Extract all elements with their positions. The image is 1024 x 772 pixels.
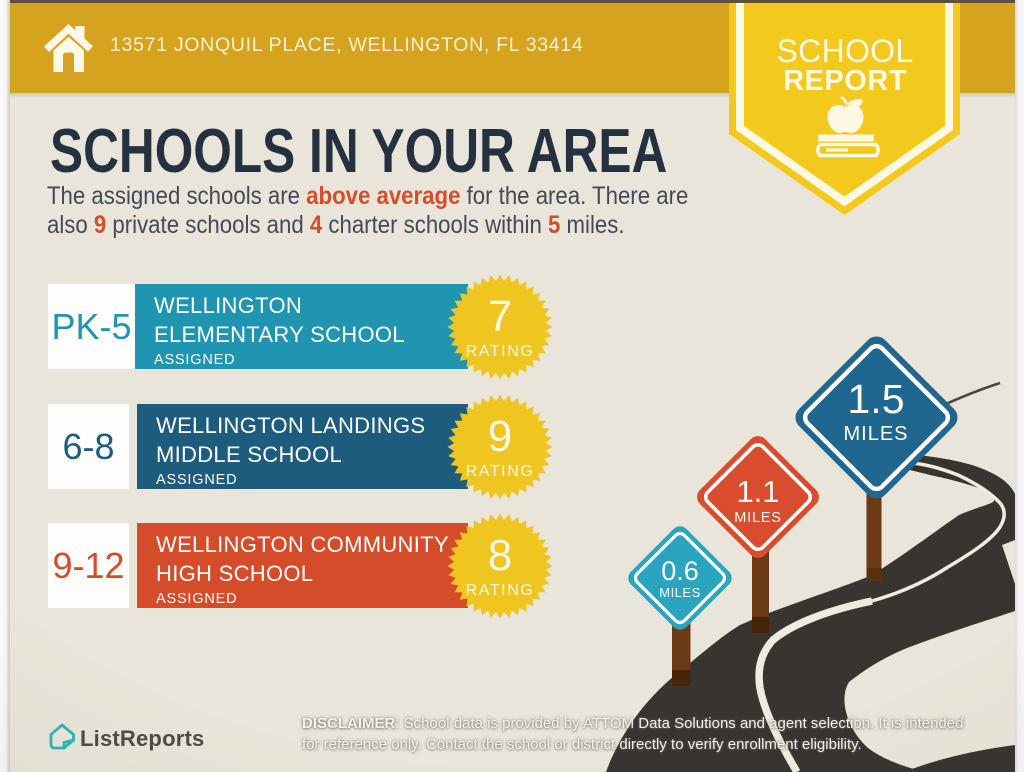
- svg-text:7: 7: [488, 292, 512, 341]
- svg-text:0.6: 0.6: [661, 556, 699, 586]
- svg-text:SCHOOL: SCHOOL: [777, 33, 914, 69]
- svg-text:9: 9: [488, 412, 512, 461]
- svg-text:REPORT: REPORT: [783, 65, 907, 97]
- svg-text:MILES: MILES: [843, 423, 908, 445]
- svg-text:1.1: 1.1: [736, 474, 779, 509]
- svg-text:8: 8: [488, 531, 512, 580]
- svg-text:RATING: RATING: [466, 463, 535, 480]
- svg-text:RATING: RATING: [466, 343, 535, 360]
- svg-text:RATING: RATING: [466, 582, 535, 599]
- svg-text:MILES: MILES: [659, 585, 701, 600]
- svg-text:MILES: MILES: [734, 510, 782, 526]
- svg-text:1.5: 1.5: [848, 376, 905, 422]
